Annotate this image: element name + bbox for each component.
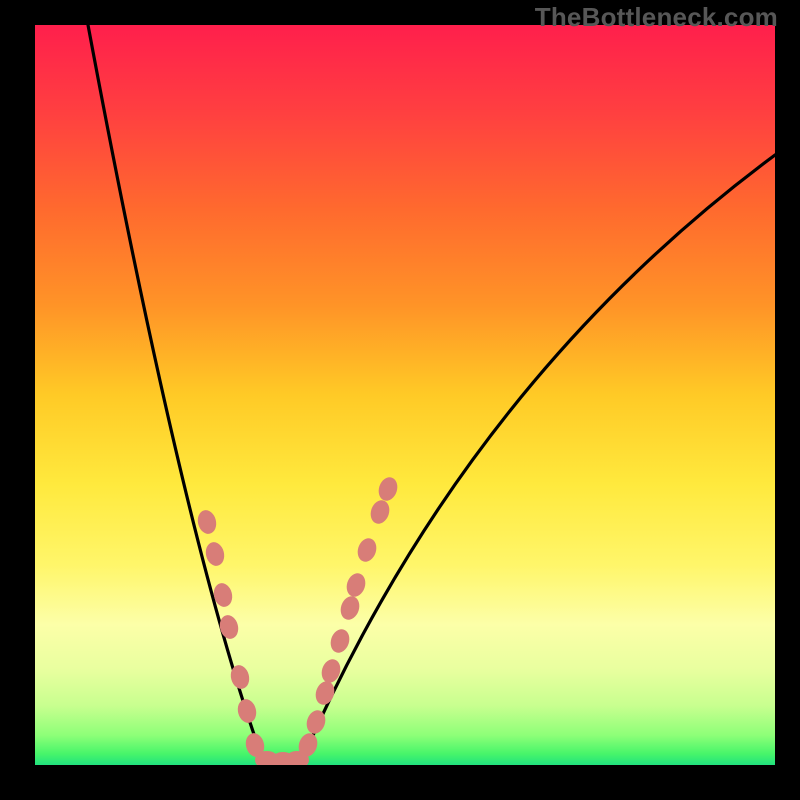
watermark-text: TheBottleneck.com	[535, 2, 778, 33]
chart-svg	[35, 25, 775, 765]
chart-plot-area	[35, 25, 775, 765]
chart-background	[35, 25, 775, 765]
